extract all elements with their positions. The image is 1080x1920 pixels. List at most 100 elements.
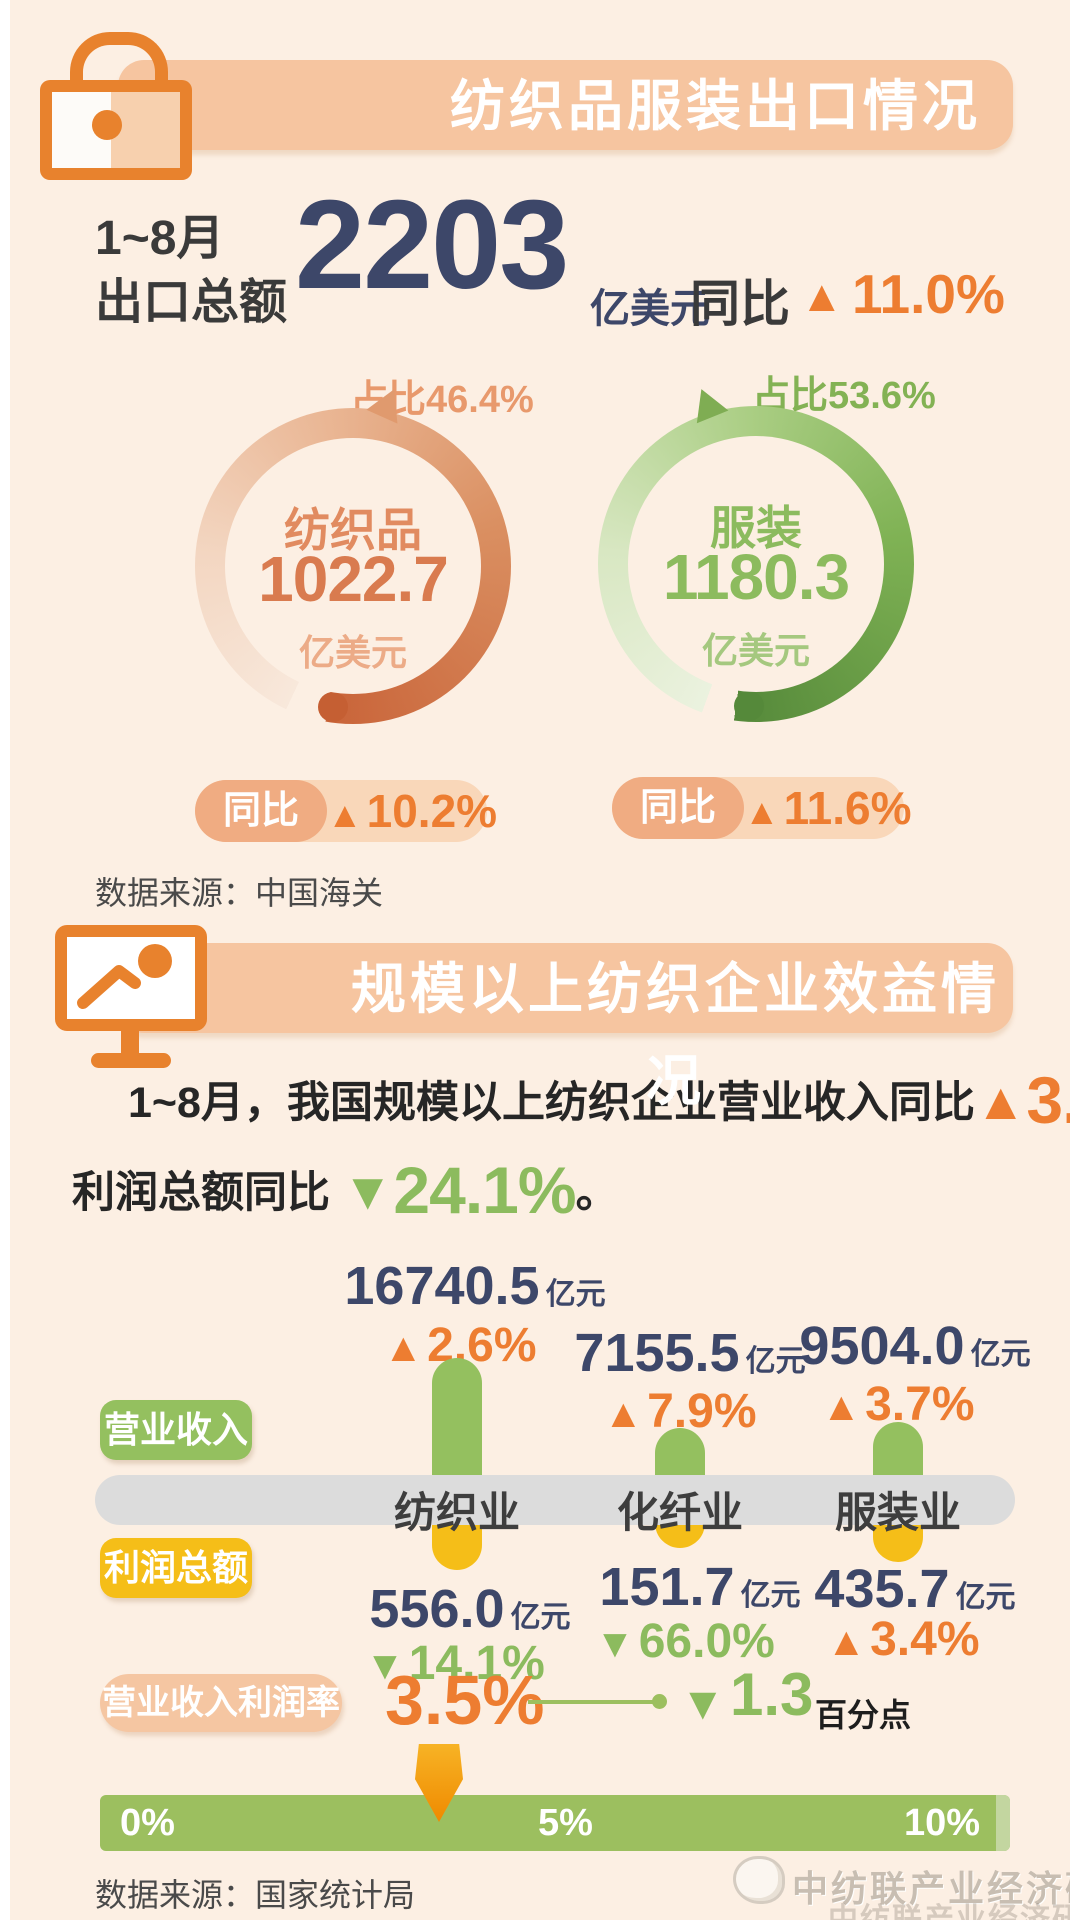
- category-axis-band: [95, 1475, 1015, 1525]
- up-triangle-icon: ▲: [974, 1073, 1027, 1131]
- apparel-donut-hole: [628, 436, 884, 692]
- profit-number: 151.7: [599, 1557, 735, 1617]
- category-textile: 纺织业: [393, 1489, 520, 1536]
- profit-yoy-apparel: ▲3.4%: [778, 1612, 1028, 1667]
- up-triangle-icon: ▲: [744, 791, 780, 832]
- export-total-label: 出口总额: [95, 276, 288, 329]
- down-triangle-icon: ▼: [680, 1677, 726, 1729]
- institute-logo-text: 中纺联产业经济研究院: [792, 1868, 1080, 1909]
- monitor-base: [91, 1053, 171, 1068]
- monitor-neck: [121, 1029, 139, 1055]
- yoy-pct: 3.7%: [865, 1378, 975, 1431]
- revenue-value-textile: 16740.5 亿元: [320, 1255, 630, 1317]
- profit-rate-value: 3.5%: [385, 1661, 545, 1739]
- profit-rate-change-unit: 百分点: [815, 1697, 912, 1733]
- profit-unit: 亿元: [955, 1581, 1016, 1614]
- tick-5: 5%: [538, 1802, 593, 1844]
- section2-header: 规模以上纺织企业效益情况: [118, 943, 1013, 1112]
- textile-yoy-pct: 10.2%: [366, 785, 498, 837]
- down-triangle-icon: ▼: [365, 1644, 405, 1688]
- revenue-number: 7155.5: [574, 1323, 740, 1383]
- profit-yoy-textile: ▼14.1%: [330, 1636, 580, 1691]
- revenue-value-apparel: 9504.0 亿元: [765, 1315, 1065, 1377]
- lock-icon: [40, 32, 192, 180]
- apparel-name: 服装: [710, 502, 802, 554]
- revenue-unit: 亿元: [545, 1278, 606, 1311]
- intro-line2-tail: 。: [575, 1169, 619, 1217]
- down-triangle-icon: ▼: [341, 1163, 394, 1221]
- gauge-scale-tail: [996, 1795, 1010, 1851]
- revenue-number: 9504.0: [799, 1316, 965, 1376]
- profit-value-chemfiber: 151.7 亿元: [550, 1556, 850, 1618]
- source-stats-bureau: 数据来源：国家统计局: [95, 1877, 416, 1913]
- revenue-value-chemfiber: 7155.5 亿元: [555, 1322, 825, 1384]
- apparel-donut-chart: 服装 1180.3 亿美元: [598, 382, 914, 722]
- textile-unit: 亿美元: [298, 632, 407, 673]
- profit-number: 556.0: [369, 1579, 505, 1639]
- export-total-value: 2203: [295, 174, 569, 315]
- revenue-unit: 亿元: [970, 1338, 1031, 1371]
- textile-name: 纺织品: [284, 504, 422, 556]
- export-total-unit: 亿美元: [590, 287, 710, 331]
- yoy-pct: 7.9%: [647, 1385, 757, 1438]
- apparel-yoy-tag: 同比: [612, 777, 744, 839]
- source-customs: 数据来源：中国海关: [95, 875, 384, 911]
- textile-value: 1022.7: [258, 543, 449, 615]
- yoy-pct: 66.0%: [638, 1615, 775, 1668]
- gauge-scale-bar: 0% 5% 10%: [100, 1795, 1010, 1851]
- textile-donut-hole: [225, 438, 481, 694]
- profit-rate-label: 营业收入利润率: [100, 1674, 342, 1732]
- up-triangle-icon: ▲: [800, 272, 844, 321]
- category-chemfiber: 化纤业: [616, 1489, 743, 1536]
- chart-monitor-icon: [55, 925, 210, 1070]
- connector-dot: [652, 1694, 667, 1709]
- apparel-yoy-badge: 同比 ▲11.6%: [612, 777, 912, 839]
- apparel-yoy-value: ▲11.6%: [744, 781, 912, 835]
- yoy-pct: 3.4%: [870, 1613, 980, 1666]
- up-triangle-icon: ▲: [826, 1620, 867, 1664]
- tick-0: 0%: [120, 1802, 175, 1844]
- profit-yoy-chemfiber: ▼66.0%: [560, 1614, 810, 1669]
- profit-number: 435.7: [814, 1559, 950, 1619]
- left-edge-strip: [0, 0, 10, 1920]
- profit-rate-change: 1.3: [730, 1661, 814, 1728]
- revenue-yoy-chemfiber: ▲7.9%: [565, 1384, 795, 1439]
- profit-value-apparel: 435.7 亿元: [765, 1558, 1065, 1620]
- down-triangle-icon: ▼: [595, 1622, 635, 1666]
- apparel-value: 1180.3: [662, 541, 850, 613]
- textile-yoy-badge: 同比 ▲10.2%: [195, 780, 497, 842]
- revenue-unit: 亿元: [745, 1345, 806, 1378]
- profit-value-textile: 556.0 亿元: [320, 1578, 620, 1640]
- profit-unit: 亿元: [510, 1601, 571, 1634]
- up-triangle-icon: ▲: [327, 794, 363, 835]
- apparel-ring-endcap: [734, 691, 764, 721]
- legend-revenue: 营业收入: [100, 1400, 252, 1460]
- yoy-pct: 14.1%: [408, 1637, 545, 1690]
- trend-line-person-icon: [77, 944, 172, 1009]
- category-apparel: 服装业: [834, 1489, 961, 1536]
- right-edge-strip: [1070, 0, 1080, 1920]
- profit-unit: 亿元: [740, 1579, 801, 1612]
- section1-header: 纺织品服装出口情况: [118, 60, 1013, 150]
- legend-profit: 利润总额: [100, 1538, 252, 1598]
- institute-logo-icon: [733, 1856, 785, 1904]
- profit-yoy-pct: 24.1%: [393, 1153, 576, 1227]
- lock-keyhole: [92, 110, 122, 140]
- up-triangle-icon: ▲: [821, 1385, 862, 1429]
- tick-10: 10%: [903, 1802, 980, 1844]
- export-yoy-value: 11.0%: [852, 263, 1005, 325]
- lock-body: [40, 80, 192, 180]
- revenue-yoy-apparel: ▲3.7%: [778, 1377, 1018, 1432]
- export-period: 1~8月: [95, 212, 225, 265]
- intro-line2-text: 利润总额同比: [72, 1169, 330, 1217]
- connector-line: [528, 1700, 656, 1704]
- apparel-unit: 亿美元: [701, 630, 810, 671]
- textile-donut-chart: 纺织品 1022.7 亿美元: [195, 382, 511, 724]
- section2-title: 规模以上纺织企业效益情况: [350, 958, 1000, 1112]
- apparel-yoy-pct: 11.6%: [783, 782, 912, 834]
- section1-title: 纺织品服装出口情况: [449, 75, 981, 137]
- intro-line2: 利润总额同比 ▼24.1%。: [72, 1152, 619, 1228]
- textile-ring-endcap: [318, 692, 348, 722]
- export-yoy-label: 同比: [690, 276, 790, 332]
